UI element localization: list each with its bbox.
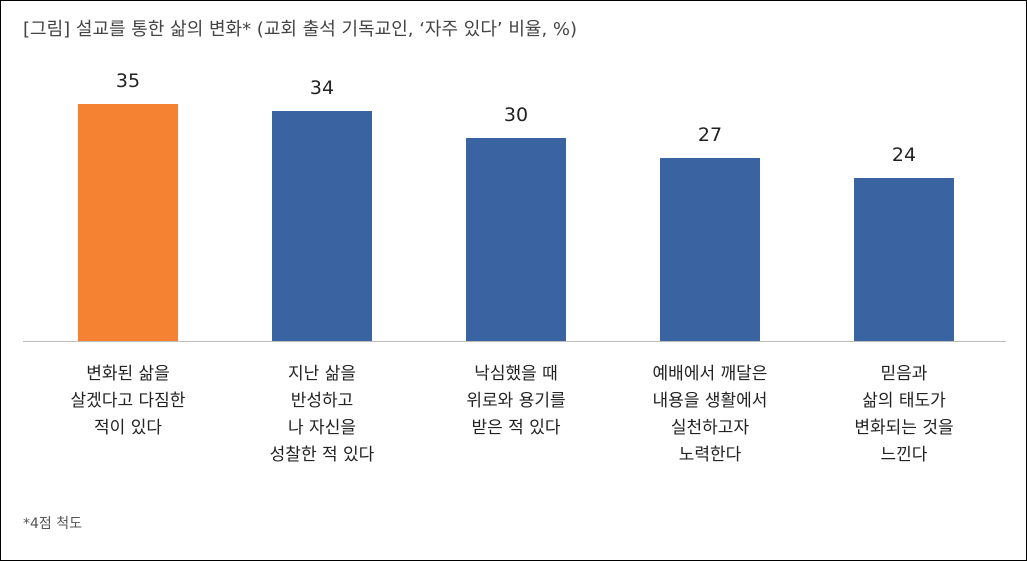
value-label: 27 <box>697 124 723 147</box>
bar <box>272 110 372 341</box>
bar <box>660 158 760 341</box>
footnote: *4점 척도 <box>23 516 82 532</box>
x-tick-label: 변화된 삶을 살겠다고 다짐한 적이 있다 <box>70 364 186 438</box>
x-tick-label: 믿음과 삶의 태도가 변화되는 것을 느낀다 <box>854 364 954 465</box>
value-label: 34 <box>309 76 335 99</box>
baseline <box>23 341 1006 342</box>
x-tick-label: 지난 삶을 반성하고 나 자신을 성찰한 적 있다 <box>269 364 375 465</box>
x-tick-label: 예배에서 깨달은 내용을 생활에서 실천하고자 노력한다 <box>652 364 768 465</box>
bar <box>466 137 566 341</box>
value-label: 35 <box>115 69 141 92</box>
chart-title: [그림] 설교를 통한 삶의 변화* (교회 출석 기독교인, ‘자주 있다’ … <box>23 19 578 40</box>
bar <box>854 178 954 341</box>
value-label: 30 <box>503 103 529 126</box>
x-tick-label: 낙심했을 때 위로와 용기를 받은 적 있다 <box>466 364 566 438</box>
value-label: 24 <box>891 144 917 167</box>
bar <box>78 103 178 341</box>
